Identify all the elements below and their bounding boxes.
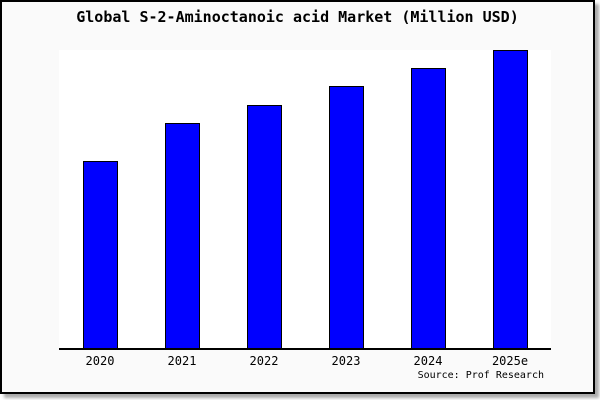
bar-2021 <box>164 123 200 348</box>
bars-container <box>59 50 551 348</box>
bar-slot <box>59 161 141 348</box>
bar-2025e <box>492 50 528 348</box>
chart-title: Global S-2-Aminoctanoic acid Market (Mil… <box>76 8 519 26</box>
bar-2023 <box>328 86 364 348</box>
x-tick-label: 2025e <box>491 354 529 368</box>
x-tick-label: 2022 <box>249 354 279 368</box>
bar-slot <box>305 86 387 348</box>
x-axis-labels: 2020 2021 2022 2023 2024 2025e <box>59 354 551 368</box>
plot-area <box>59 50 551 350</box>
bar-slot <box>387 68 469 348</box>
x-tick-label: 2020 <box>85 354 115 368</box>
x-tick-label: 2024 <box>413 354 443 368</box>
x-tick-label: 2023 <box>331 354 361 368</box>
chart-frame: Global S-2-Aminoctanoic acid Market (Mil… <box>0 0 595 394</box>
bar-2024 <box>410 68 446 348</box>
bar-2022 <box>246 105 282 348</box>
bar-2020 <box>82 161 118 348</box>
source-note: Source: Prof Research <box>417 370 544 381</box>
bar-slot <box>223 105 305 348</box>
bar-slot <box>469 50 551 348</box>
x-tick-label: 2021 <box>167 354 197 368</box>
bar-slot <box>141 123 223 348</box>
